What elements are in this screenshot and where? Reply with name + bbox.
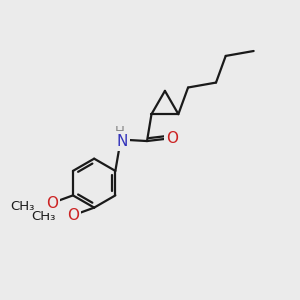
Text: CH₃: CH₃	[31, 210, 55, 223]
Text: CH₃: CH₃	[10, 200, 34, 212]
Text: O: O	[46, 196, 58, 211]
Text: O: O	[67, 208, 79, 223]
Text: O: O	[167, 130, 178, 146]
Text: H: H	[114, 125, 124, 138]
Text: N: N	[116, 134, 128, 148]
